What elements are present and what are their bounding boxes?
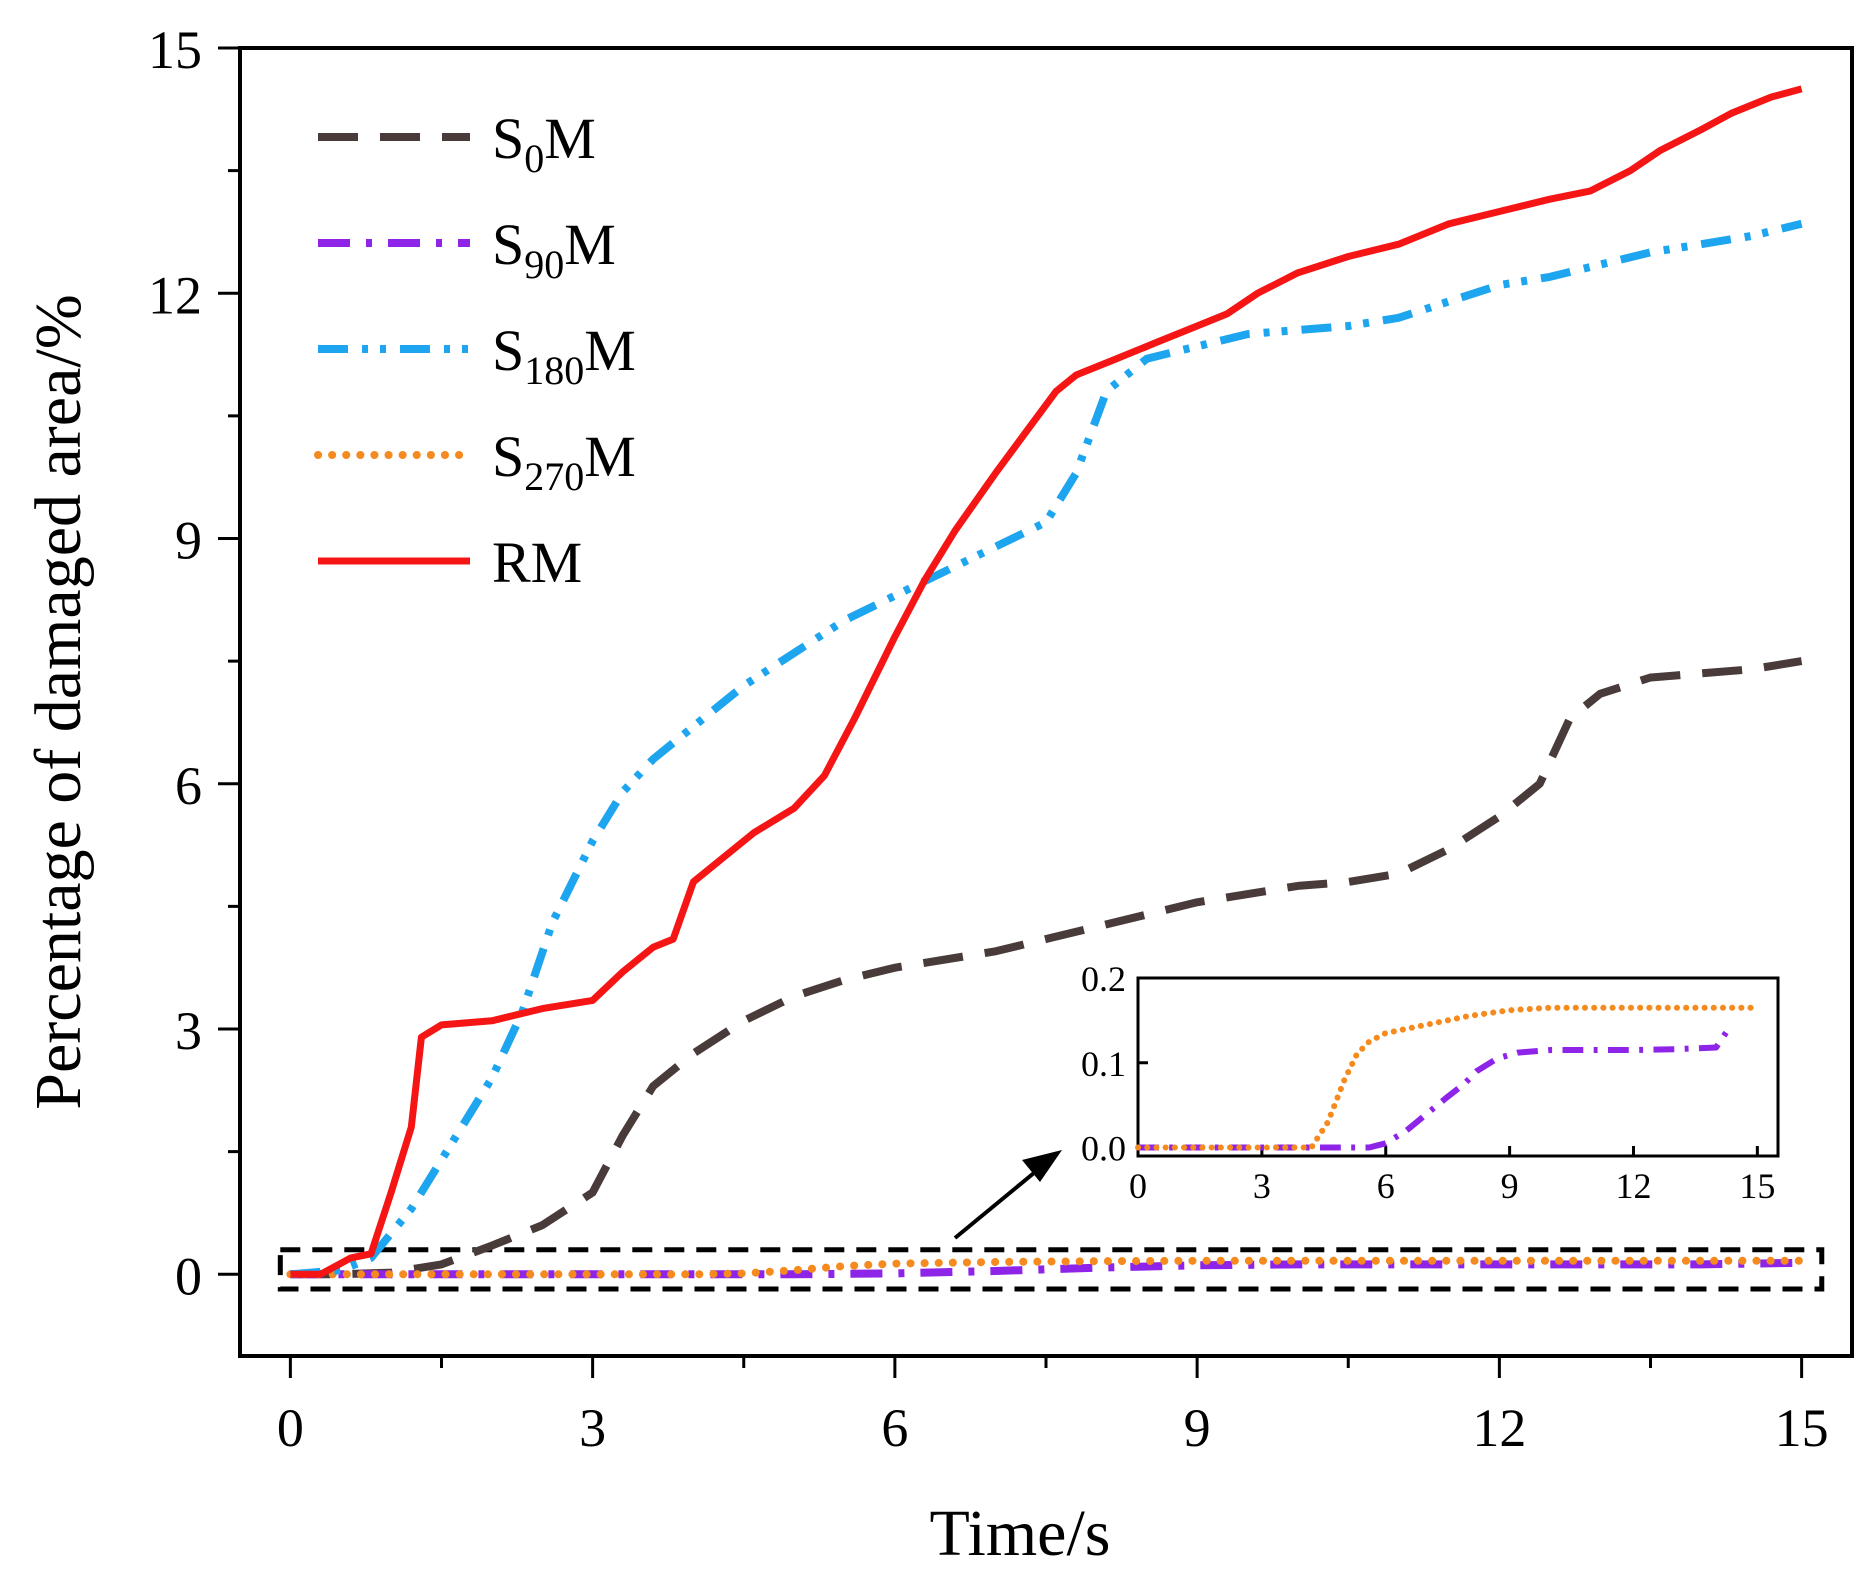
inset-x-tick-label: 9 [1501,1166,1519,1206]
series-line-s180m [290,219,1803,1279]
x-tick-label: 15 [1775,1398,1829,1458]
y-tick-label: 3 [175,1001,202,1061]
series-line-s0m [290,657,1803,1279]
main-ticks [218,46,1804,1378]
legend: S0M S90M S180M S270M RM [314,106,636,595]
inset-y-tick-label: 0.0 [1081,1129,1126,1169]
inset-y-tick-label: 0.2 [1081,959,1126,999]
inset-frame [1136,976,1780,1158]
series-line-rm [290,85,1803,1278]
inset-series-line-s270m [1135,1004,1761,1151]
y-tick-label: 0 [175,1246,202,1306]
inset-x-tick-label: 15 [1739,1166,1775,1206]
inset-tick-labels: 0 3 6 9 12 15 0.0 0.1 0.2 [1081,959,1775,1206]
main-series [286,85,1806,1279]
inset-series [1135,1004,1761,1151]
inset-x-tick-label: 12 [1615,1166,1651,1206]
zoom-arrow [953,1150,1062,1240]
legend-label-s0m: S0M [492,106,596,181]
y-tick-label: 6 [175,756,202,816]
zoom-box [277,1247,1825,1292]
y-tick-label: 9 [175,511,202,571]
y-tick-label: 12 [148,265,202,325]
inset-series-line-s90m [1138,1027,1731,1151]
legend-label-s180m: S180M [492,318,636,393]
inset-y-tick-label: 0.1 [1081,1044,1126,1084]
legend-label-s270m: S270M [492,424,636,499]
inset-x-tick-label: 3 [1253,1166,1271,1206]
x-tick-label: 3 [579,1398,606,1458]
x-tick-label: 12 [1472,1398,1526,1458]
inset-x-tick-label: 0 [1129,1166,1147,1206]
x-axis-label: Time/s [930,1497,1111,1570]
legend-label-s90m: S90M [492,212,616,287]
main-tick-labels: 0 3 6 9 12 15 0 3 6 9 12 15 [148,20,1829,1458]
x-tick-label: 6 [881,1398,908,1458]
series-line-s270m [286,1256,1806,1279]
x-tick-label: 0 [277,1398,304,1458]
x-tick-label: 9 [1184,1398,1211,1458]
y-tick-label: 15 [148,20,202,80]
legend-label-rm: RM [492,530,582,595]
y-axis-label: Percentage of damaged area/% [22,294,95,1109]
inset-x-tick-label: 6 [1377,1166,1395,1206]
